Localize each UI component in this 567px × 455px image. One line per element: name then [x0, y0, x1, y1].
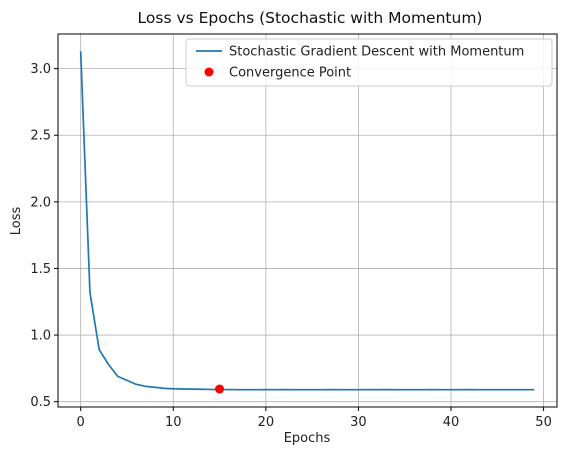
chart-title: Loss vs Epochs (Stochastic with Momentum…	[138, 9, 483, 27]
x-tick-label: 10	[165, 415, 182, 430]
legend-label-sgd-momentum: Stochastic Gradient Descent with Momentu…	[229, 45, 524, 60]
y-tick-label: 0.5	[30, 395, 51, 410]
x-axis-label: Epochs	[284, 431, 331, 446]
x-tick-label: 40	[443, 415, 460, 430]
legend-box	[185, 38, 553, 87]
legend-point-swatch	[204, 67, 214, 77]
x-tick-label: 30	[350, 415, 367, 430]
plot-frame	[57, 33, 558, 408]
y-tick-label: 2.0	[30, 195, 51, 210]
y-tick-label: 1.5	[30, 262, 51, 277]
y-axis-ticks: 0.5 1.0 1.5 2.0 2.5 3.0	[30, 62, 58, 410]
y-axis-label: Loss	[9, 207, 24, 236]
y-tick-label: 2.5	[30, 129, 51, 144]
series-line-sgd-momentum	[79, 51, 535, 391]
x-tick-label: 20	[258, 415, 275, 430]
legend: Stochastic Gradient Descent with Momentu…	[185, 38, 553, 87]
series-layer	[79, 51, 535, 394]
grid	[58, 34, 557, 407]
y-tick-label: 3.0	[30, 62, 51, 77]
x-axis-ticks: 0 10 20 30 40 50	[77, 407, 552, 430]
y-tick-label: 1.0	[30, 329, 51, 344]
legend-label-convergence-point: Convergence Point	[229, 66, 351, 81]
x-tick-label: 50	[535, 415, 552, 430]
convergence-point-marker	[215, 384, 225, 394]
x-tick-label: 0	[77, 415, 85, 430]
